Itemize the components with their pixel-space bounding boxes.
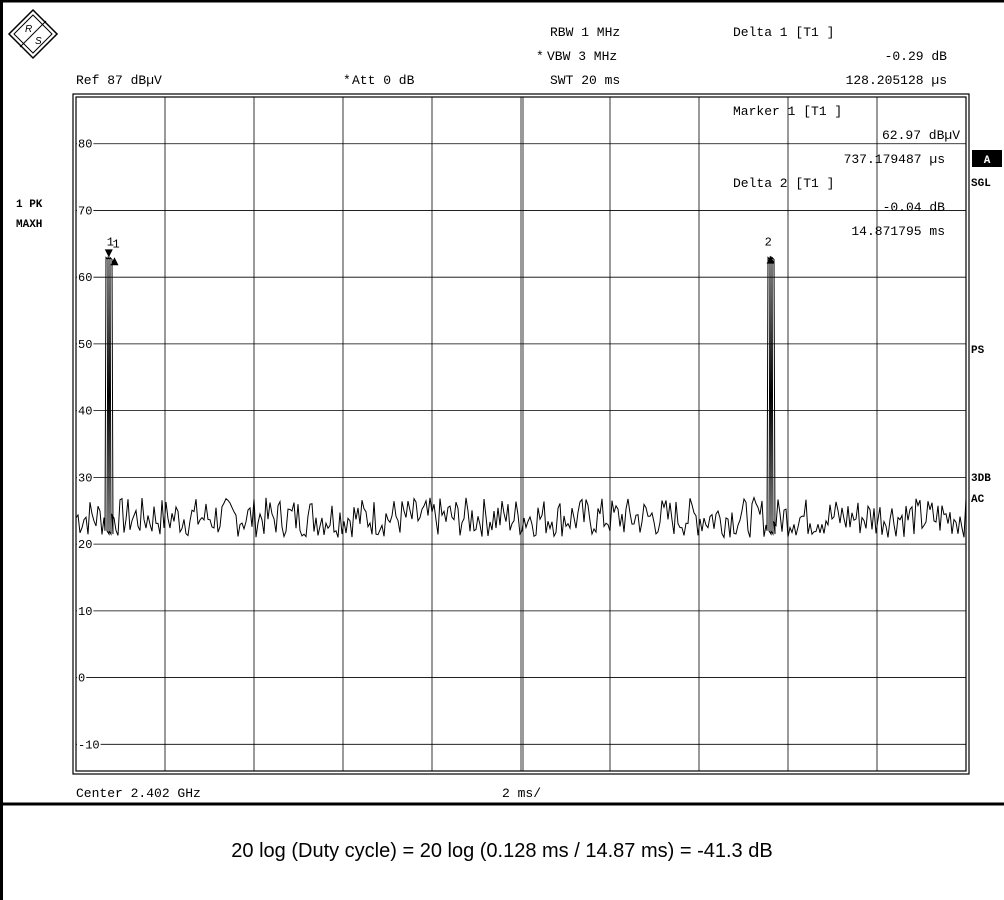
delta1-title: Delta 1 [T1 ] <box>733 25 834 40</box>
marker-1-label: 1 <box>107 235 114 249</box>
sweep-time-label: SWT 20 ms <box>550 73 620 88</box>
trace-mode-label: 1 PK <box>16 199 43 211</box>
y-tick-label-bg <box>77 337 94 352</box>
vbw-label: VBW 3 MHz <box>547 49 617 64</box>
plot-area: -10 0 10 20 30 40 50 60 70 80 1 2 1 <box>72 93 970 775</box>
y-tick-label: 80 <box>78 138 92 152</box>
y-tick-label-bg <box>77 137 94 152</box>
y-tick-label: 30 <box>78 471 92 485</box>
marker-readout: Marker 1 [T1 ] 62.97 dBµV 737.179487 µs … <box>733 104 960 239</box>
delta1-time: 128.205128 µs <box>846 73 947 88</box>
rohde-schwarz-logo-icon: R S <box>7 8 59 60</box>
delta2-time: 14.871795 ms <box>851 224 945 239</box>
ac-label: AC <box>971 494 985 506</box>
duty-cycle-formula: 20 log (Duty cycle) = 20 log (0.128 ms /… <box>231 840 773 862</box>
vbw-star: * <box>536 49 544 64</box>
y-tick-label: 20 <box>78 538 92 552</box>
delta1-level: -0.29 dB <box>885 49 948 64</box>
marker-2-symbol <box>766 255 775 264</box>
3db-label: 3DB <box>971 473 991 485</box>
y-tick-label-bg <box>77 204 94 219</box>
ps-label: PS <box>971 345 985 357</box>
marker-1b-label: 1 <box>112 237 119 251</box>
y-tick-labels: -10 0 10 20 30 40 50 60 70 80 <box>77 137 101 753</box>
y-tick-label-bg <box>77 271 94 286</box>
attenuation-label: Att 0 dB <box>352 73 415 88</box>
att-star: * <box>343 73 351 88</box>
status-labels: A SGL PS 3DB AC <box>971 150 1002 506</box>
y-tick-label-bg <box>77 738 101 753</box>
marker-1-symbol <box>104 249 113 258</box>
sgl-label: SGL <box>971 178 991 190</box>
center-frequency-label: Center 2.402 GHz <box>76 786 201 801</box>
marker1-time: 737.179487 µs <box>844 152 945 167</box>
y-tick-label: -10 <box>78 738 100 752</box>
svg-text:R: R <box>25 24 32 35</box>
y-tick-label: 70 <box>78 204 92 218</box>
x-axis-info: Center 2.402 GHz 2 ms/ <box>76 786 541 801</box>
time-per-division-label: 2 ms/ <box>502 786 541 801</box>
delta2-level: -0.04 dB <box>883 200 946 215</box>
grid-lines <box>72 93 970 775</box>
marker1-title: Marker 1 [T1 ] <box>733 104 842 119</box>
y-tick-label: 60 <box>78 271 92 285</box>
y-tick-label-bg <box>77 404 94 419</box>
y-tick-label: 10 <box>78 605 92 619</box>
marker-2-label: 2 <box>765 236 772 250</box>
plot-frame-outer <box>72 93 970 775</box>
header-readouts: Ref 87 dBµV * Att 0 dB RBW 1 MHz * VBW 3… <box>76 25 947 88</box>
svg-text:S: S <box>35 36 42 47</box>
marker-1-symbol <box>110 257 119 266</box>
a-badge-box <box>972 150 1002 167</box>
y-tick-label-bg <box>77 671 87 686</box>
y-tick-label: 50 <box>78 338 92 352</box>
trace-info: 1 PK MAXH <box>16 199 43 231</box>
markers: 1 2 1 <box>104 235 775 266</box>
y-tick-label-bg <box>77 538 94 553</box>
y-tick-label: 40 <box>78 405 92 419</box>
y-tick-label: 0 <box>78 672 85 686</box>
delta2-title: Delta 2 [T1 ] <box>733 176 834 191</box>
trace-line <box>75 256 967 540</box>
ref-level-label: Ref 87 dBµV <box>76 73 162 88</box>
rbw-label: RBW 1 MHz <box>550 25 620 40</box>
y-tick-label-bg <box>77 604 94 619</box>
a-badge: A <box>984 155 991 167</box>
marker1-level: 62.97 dBµV <box>882 128 960 143</box>
y-tick-label-bg <box>77 471 94 486</box>
trace-hold-label: MAXH <box>16 219 42 231</box>
